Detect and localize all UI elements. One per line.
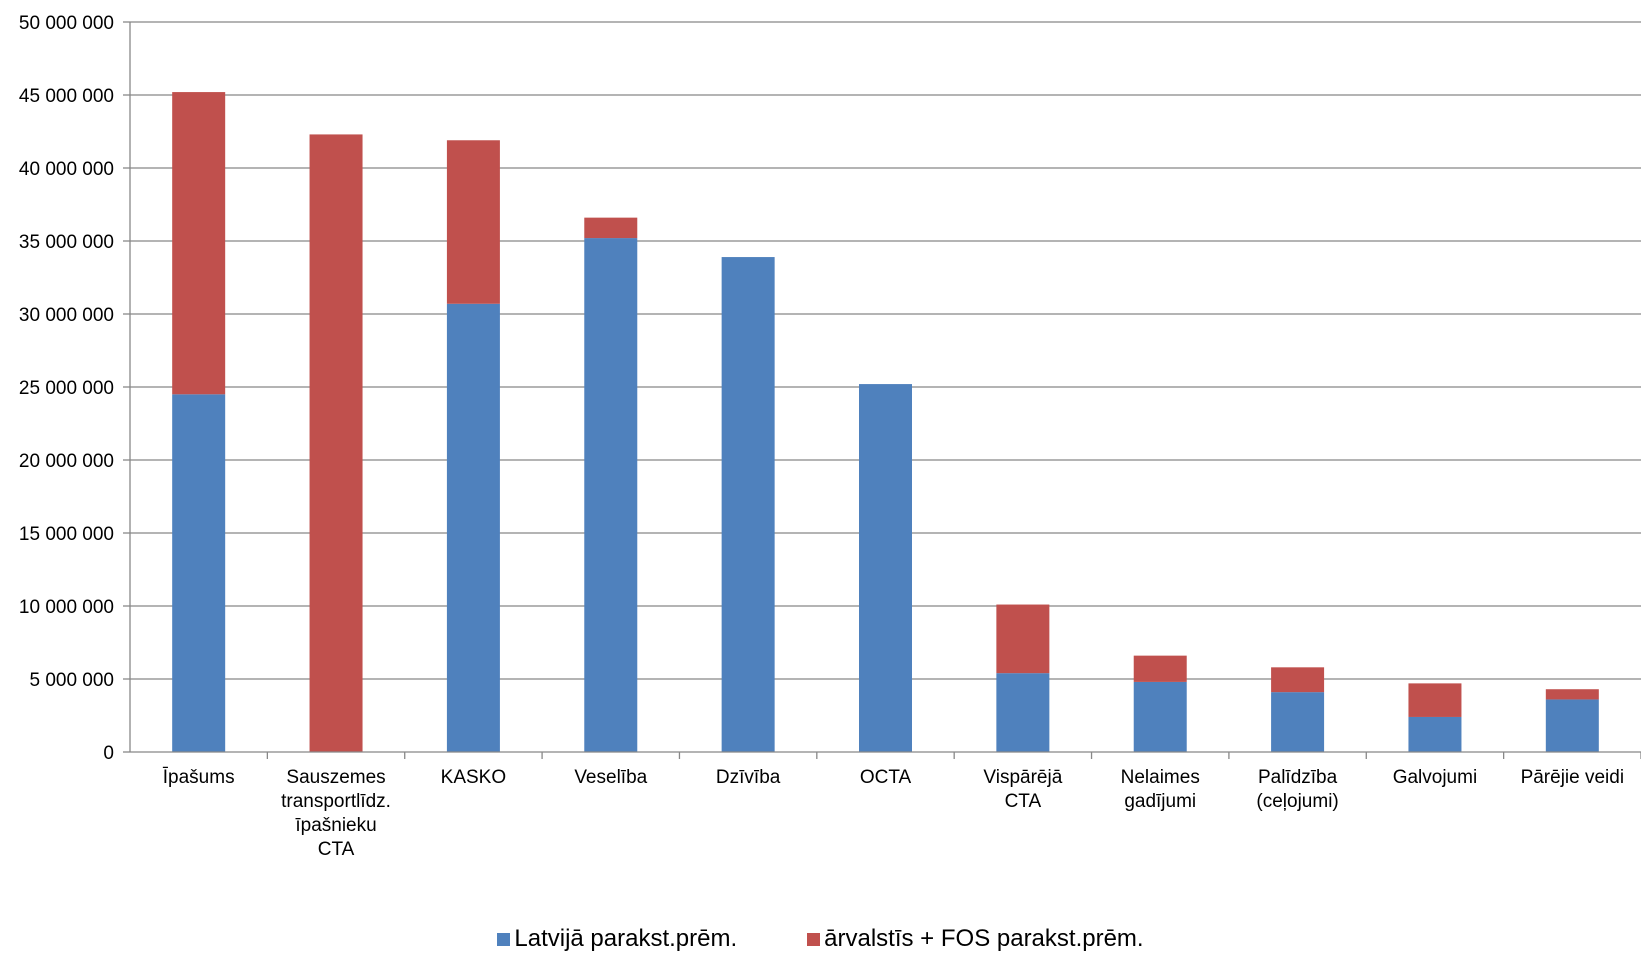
bar-segment-latvija [172, 394, 226, 752]
y-tick-label: 35 000 000 [19, 232, 114, 253]
bar-segment-latvija [859, 384, 912, 752]
bar-segment-arvalstis [1408, 683, 1462, 717]
legend-swatch-arvalstis [807, 932, 821, 946]
axes [129, 22, 1641, 759]
bar-segment-latvija [721, 257, 775, 752]
bar-segment-arvalstis [1133, 655, 1187, 682]
x-category-label: Īpašums [163, 767, 235, 788]
bar-segment-latvija [1545, 699, 1599, 752]
x-category-label: Palīdzība (ceļojumi) [1256, 767, 1338, 812]
bar-segment-latvija [584, 238, 638, 752]
x-category-label: Sauszemes transportlīdz. īpašnieku CTA [281, 767, 391, 860]
x-category-label: Galvojumi [1393, 767, 1477, 788]
bar-segment-arvalstis [446, 140, 500, 304]
bar-segment-arvalstis [584, 217, 638, 239]
y-tick-label: 5 000 000 [29, 670, 114, 691]
x-category-label: OCTA [860, 767, 912, 788]
bar-segment-arvalstis [996, 604, 1050, 674]
y-tick-label: 50 000 000 [19, 13, 114, 34]
bar-segment-arvalstis [309, 134, 363, 753]
x-category-label: Pārējie veidi [1521, 767, 1625, 788]
bar-segment-latvija [446, 303, 500, 752]
bar-segment-arvalstis [1545, 689, 1599, 700]
y-tick-label: 30 000 000 [19, 305, 114, 326]
bar-segment-latvija [1408, 716, 1462, 752]
legend-label-arvalstis: ārvalstīs + FOS parakst.prēm. [824, 925, 1144, 952]
y-tick-label: 0 [103, 743, 114, 764]
y-tick-label: 15 000 000 [19, 524, 114, 545]
legend: Latvijā parakst.prēm. ārvalstīs + FOS pa… [0, 925, 1641, 953]
legend-item-latvija: Latvijā parakst.prēm. [497, 925, 737, 953]
x-axis-category-labels: Īpašums Sauszemes transportlīdz. īpašnieku C… [163, 767, 1624, 860]
y-tick-label: 20 000 000 [19, 451, 114, 472]
bar-segment-arvalstis [172, 92, 226, 395]
y-tick-label: 45 000 000 [19, 86, 114, 107]
x-category-label: Veselība [574, 767, 647, 788]
y-tick-label: 25 000 000 [19, 378, 114, 399]
bar-segment-arvalstis [1271, 667, 1325, 693]
bar-segment-latvija [1133, 681, 1187, 752]
legend-item-arvalstis: ārvalstīs + FOS parakst.prēm. [807, 925, 1144, 953]
x-category-label: Dzīvība [716, 767, 781, 788]
y-axis-tick-labels: 0 5 000 000 10 000 000 15 000 000 20 000 000… [19, 13, 114, 764]
legend-label-latvija: Latvijā parakst.prēm. [514, 925, 738, 952]
bars [172, 92, 1599, 753]
x-category-label: Nelaimes gadījumi [1121, 767, 1200, 812]
y-tick-label: 40 000 000 [19, 159, 114, 180]
legend-swatch-latvija [497, 932, 511, 946]
x-category-label: KASKO [441, 767, 506, 788]
bar-segment-latvija [996, 673, 1050, 752]
bar-segment-latvija [1271, 692, 1325, 752]
x-category-label: Vispārējā CTA [983, 767, 1062, 812]
y-tick-label: 10 000 000 [19, 597, 114, 618]
